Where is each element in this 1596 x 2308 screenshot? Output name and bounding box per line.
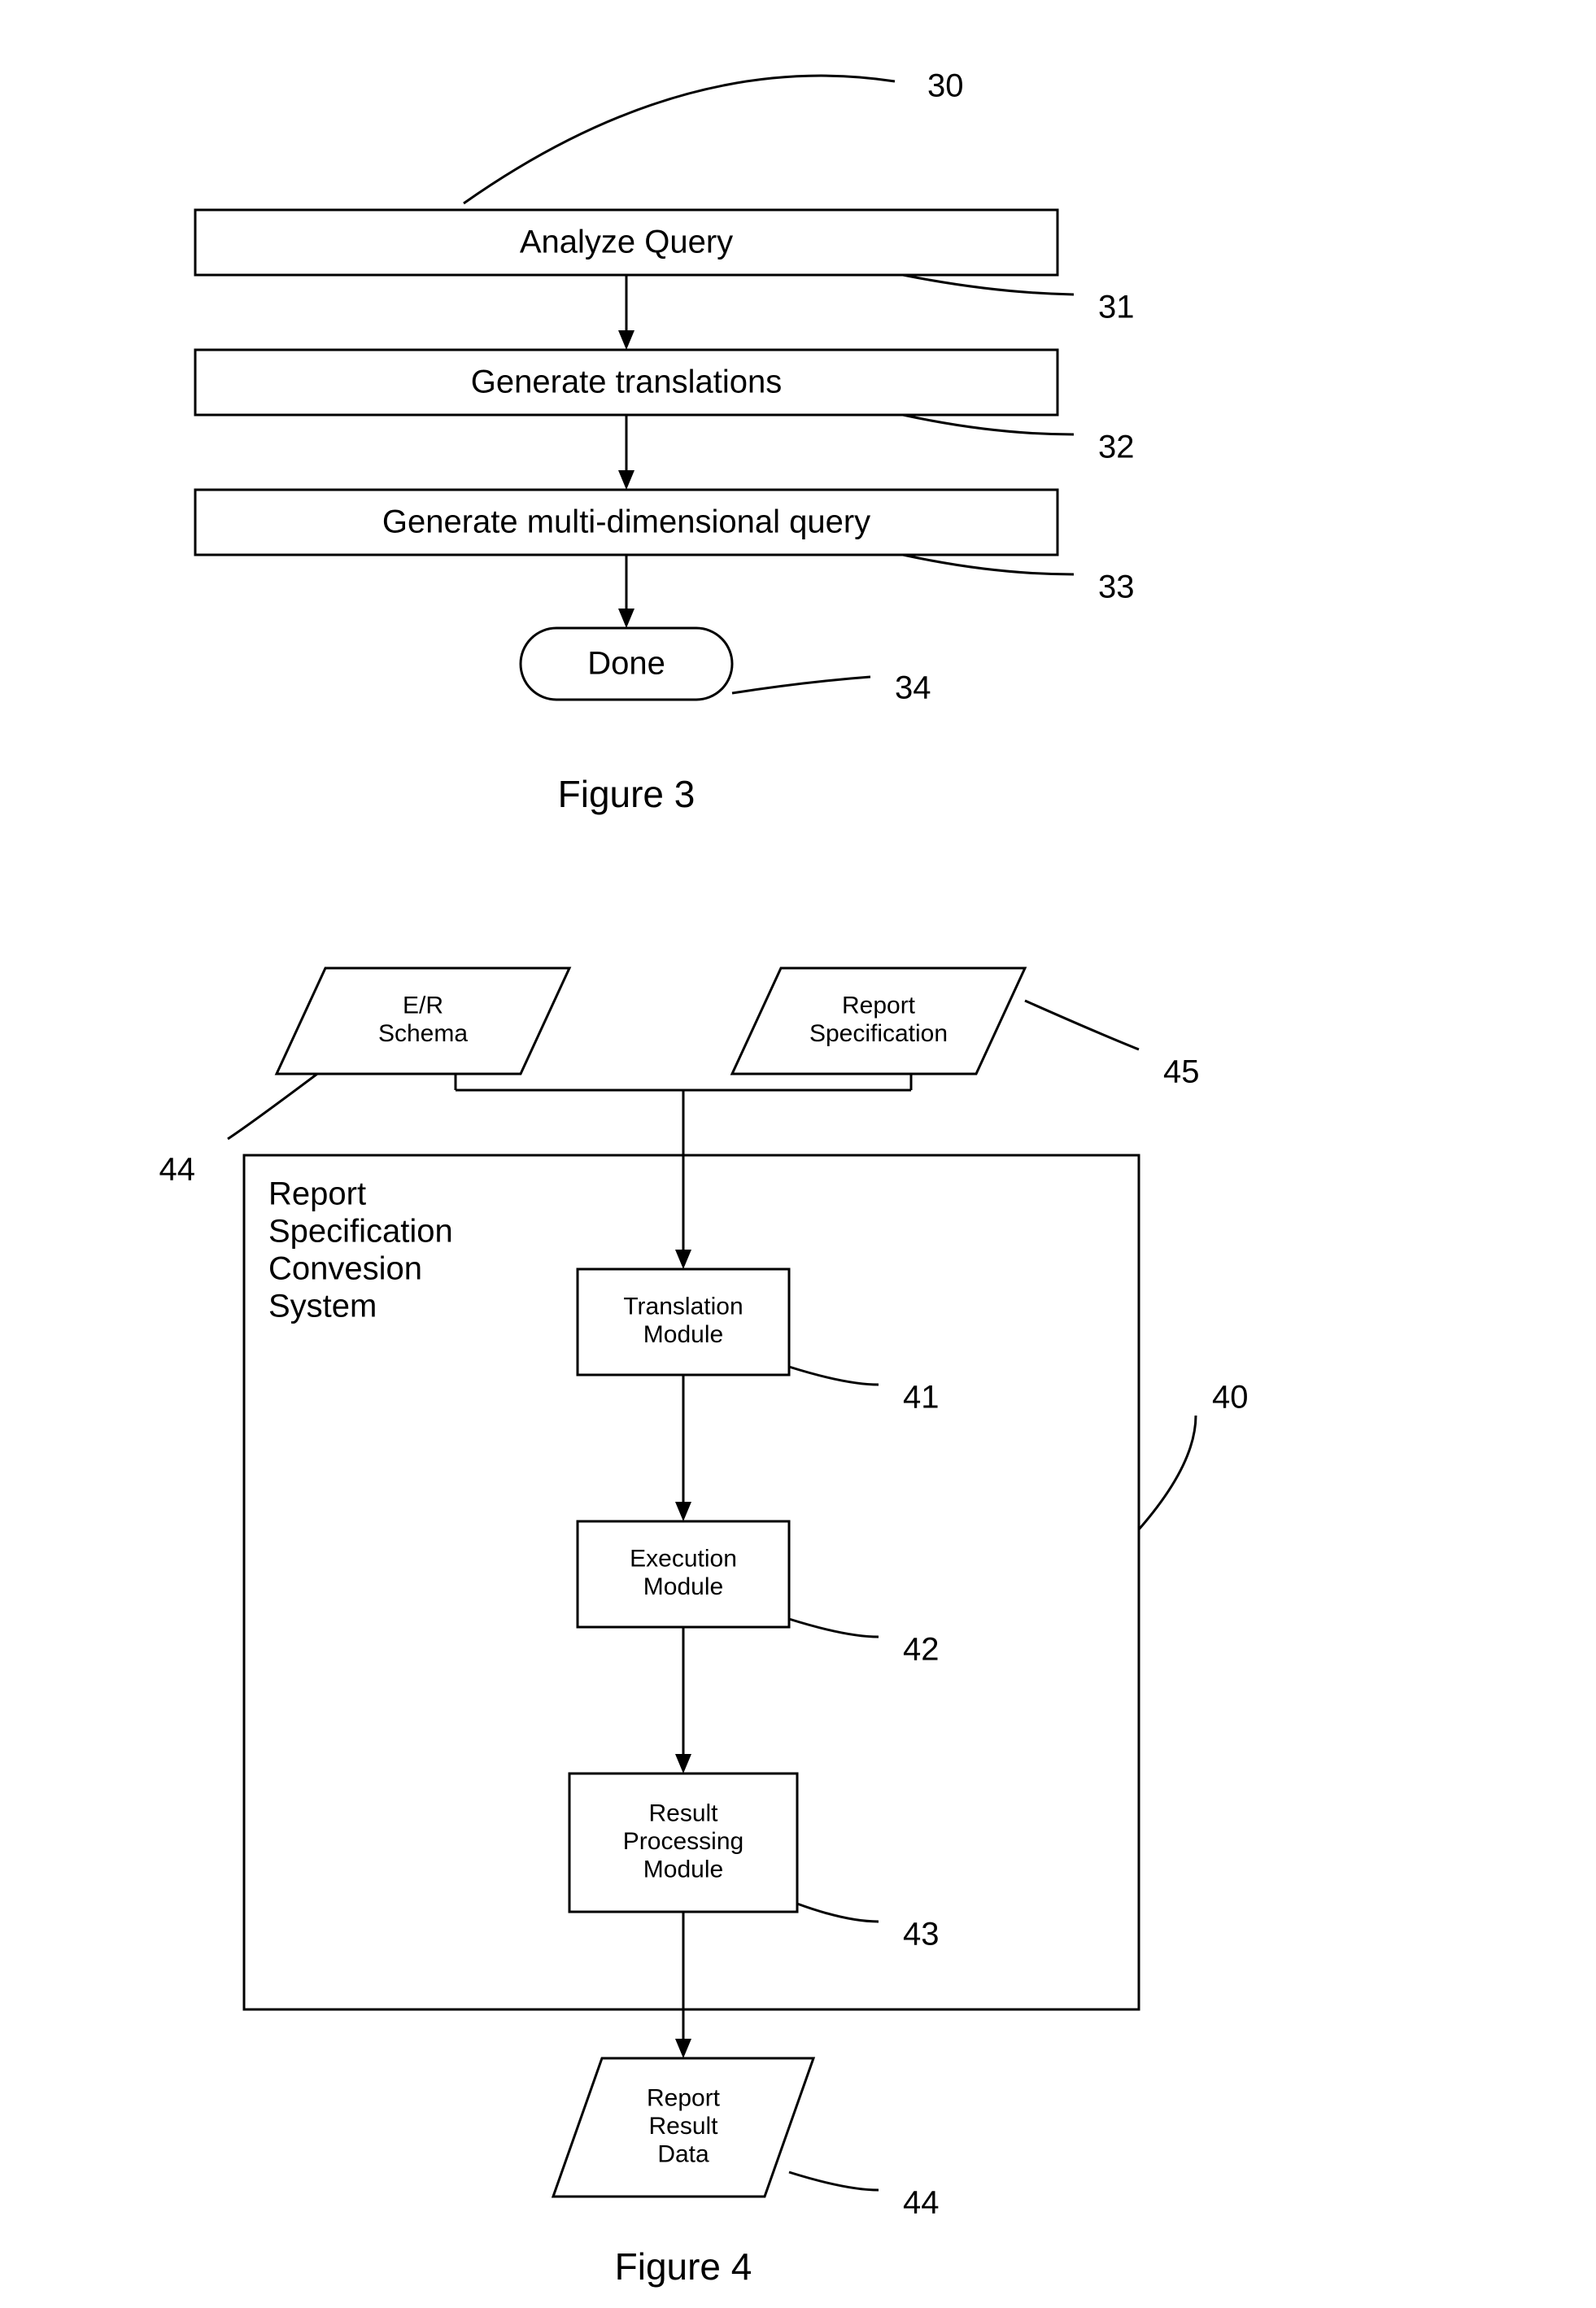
svg-text:45: 45 <box>1163 1054 1200 1090</box>
diagram-canvas: 30 Analyze Query Generate translations Gene… <box>0 0 1596 2308</box>
svg-text:Convesion: Convesion <box>268 1251 422 1287</box>
svg-text:Analyze Query: Analyze Query <box>520 225 733 260</box>
svg-text:Schema: Schema <box>378 1020 468 1047</box>
svg-text:Result: Result <box>648 1800 718 1826</box>
svg-text:42: 42 <box>903 1632 940 1668</box>
svg-text:Execution: Execution <box>630 1546 737 1573</box>
svg-text:44: 44 <box>159 1152 196 1188</box>
svg-text:Specification: Specification <box>268 1214 453 1250</box>
svg-text:Figure 4: Figure 4 <box>615 2245 752 2288</box>
svg-text:44: 44 <box>903 2185 940 2221</box>
svg-text:Done: Done <box>587 646 665 682</box>
svg-text:30: 30 <box>927 68 964 104</box>
svg-text:Report: Report <box>842 993 916 1019</box>
svg-text:System: System <box>268 1289 377 1324</box>
svg-text:41: 41 <box>903 1380 940 1416</box>
svg-text:Figure 3: Figure 3 <box>558 773 696 815</box>
svg-text:Generate multi-dimensional que: Generate multi-dimensional query <box>382 504 870 540</box>
svg-text:40: 40 <box>1212 1380 1249 1416</box>
svg-text:Specification: Specification <box>809 1020 948 1047</box>
svg-text:Report: Report <box>647 2084 721 2111</box>
svg-text:Data: Data <box>657 2140 709 2167</box>
svg-text:Module: Module <box>643 1321 723 1348</box>
svg-text:Module: Module <box>643 1856 723 1883</box>
svg-text:Generate translations: Generate translations <box>471 364 782 400</box>
svg-text:Result: Result <box>648 2113 718 2140</box>
svg-text:34: 34 <box>895 670 931 706</box>
svg-text:33: 33 <box>1098 569 1135 605</box>
svg-text:43: 43 <box>903 1917 940 1952</box>
svg-text:Processing: Processing <box>623 1828 743 1855</box>
svg-text:Translation: Translation <box>623 1294 743 1320</box>
svg-text:Module: Module <box>643 1573 723 1600</box>
svg-text:32: 32 <box>1098 430 1135 465</box>
svg-text:31: 31 <box>1098 290 1135 325</box>
page: { "colors": { "stroke": "#000000", "bg":… <box>0 0 1596 2308</box>
svg-text:Report: Report <box>268 1176 366 1212</box>
svg-text:E/R: E/R <box>403 993 443 1019</box>
